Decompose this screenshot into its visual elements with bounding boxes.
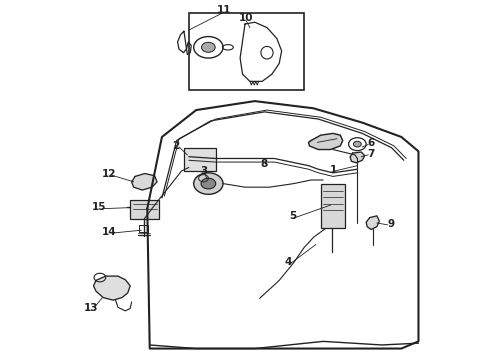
Bar: [321, 184, 345, 228]
Circle shape: [194, 173, 223, 194]
Bar: [130, 200, 159, 220]
Text: 2: 2: [172, 140, 179, 150]
Circle shape: [353, 141, 361, 147]
Circle shape: [201, 178, 216, 189]
Text: 6: 6: [368, 139, 375, 148]
Text: 8: 8: [260, 159, 267, 169]
Text: 3: 3: [200, 166, 207, 176]
Text: 5: 5: [289, 211, 296, 221]
Text: 10: 10: [239, 13, 253, 23]
Text: 1: 1: [329, 165, 337, 175]
Text: 14: 14: [102, 227, 117, 237]
Text: 15: 15: [92, 202, 107, 212]
Circle shape: [201, 42, 215, 52]
Bar: [189, 13, 304, 90]
Bar: [140, 225, 148, 232]
Polygon shape: [350, 152, 365, 163]
Text: 11: 11: [217, 5, 231, 15]
Polygon shape: [94, 276, 130, 300]
Text: 4: 4: [284, 257, 292, 267]
Text: 9: 9: [387, 219, 394, 229]
Polygon shape: [309, 134, 343, 149]
Bar: [184, 148, 216, 171]
Polygon shape: [366, 216, 379, 229]
Polygon shape: [132, 174, 157, 190]
Text: 13: 13: [84, 303, 98, 314]
Text: 7: 7: [368, 149, 375, 159]
Text: 12: 12: [102, 169, 117, 179]
